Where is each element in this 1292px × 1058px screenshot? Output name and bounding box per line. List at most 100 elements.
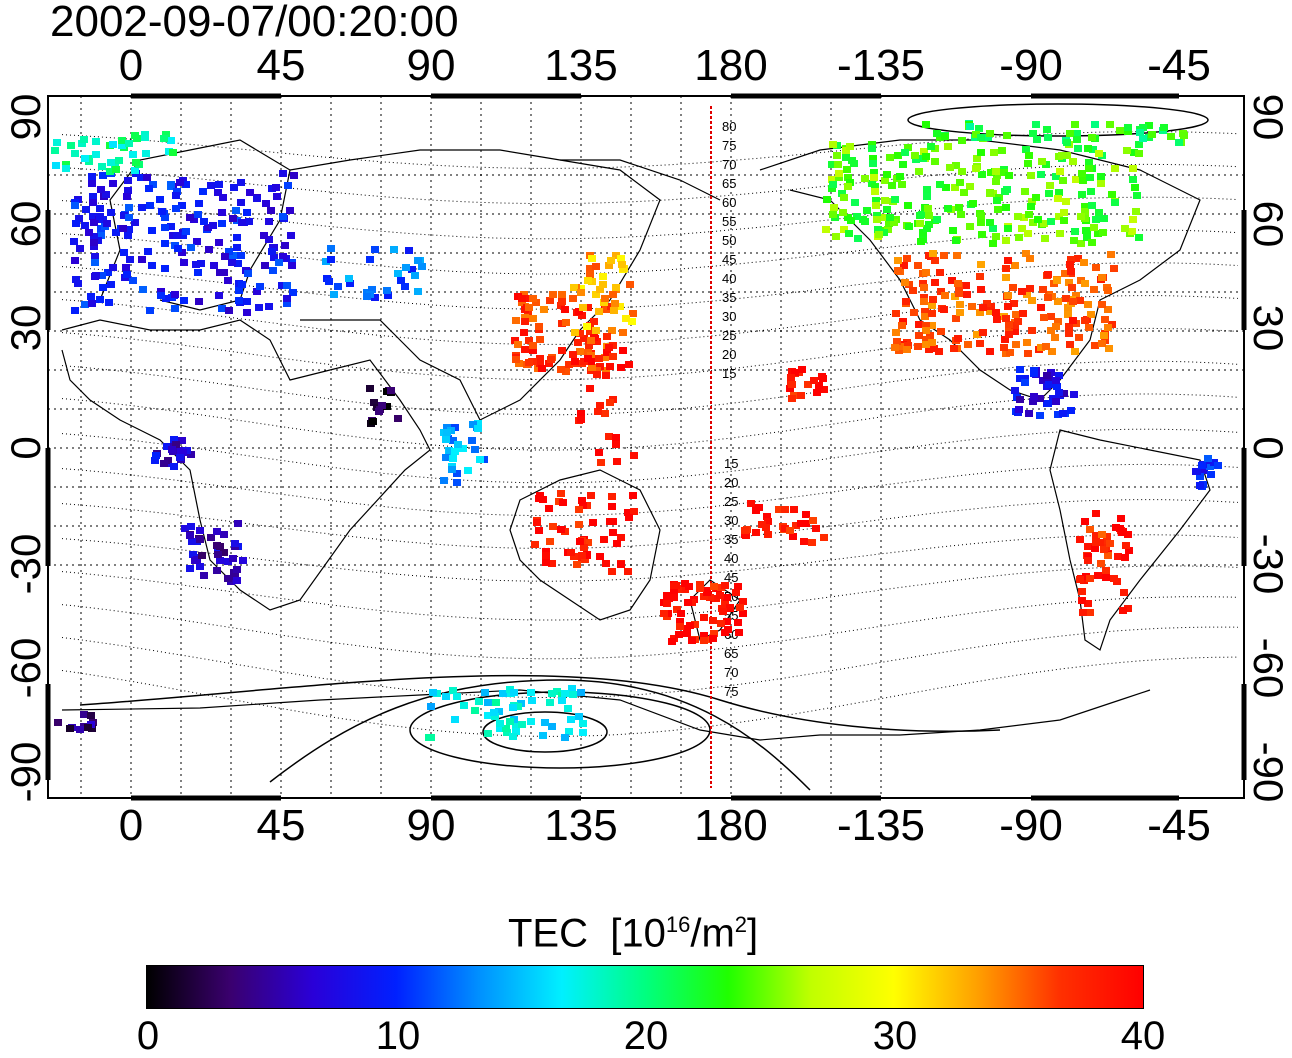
- tec-cell: [1037, 171, 1045, 178]
- tec-cell: [813, 389, 821, 396]
- tec-cell: [567, 549, 575, 556]
- tec-cell: [215, 181, 223, 188]
- tec-cell: [946, 164, 954, 171]
- tec-cell: [448, 466, 456, 473]
- tec-cell: [265, 218, 273, 225]
- colorbar-unit-end: ]: [747, 911, 759, 956]
- tec-cell: [186, 214, 194, 221]
- tec-cell: [1043, 126, 1051, 133]
- tec-cell: [1098, 340, 1106, 347]
- tec-cell: [820, 534, 828, 541]
- tec-cell: [561, 306, 569, 313]
- tec-cell: [1079, 609, 1087, 616]
- tec-cell: [594, 408, 602, 415]
- tec-cell: [606, 363, 614, 370]
- tec-cell: [1030, 393, 1038, 400]
- tec-cell: [270, 254, 278, 261]
- tec-cell: [922, 341, 930, 348]
- tec-cell: [168, 446, 176, 453]
- tec-cell: [559, 499, 567, 506]
- tec-cell: [540, 306, 548, 313]
- tec-cell: [734, 583, 742, 590]
- tec-cell: [1081, 208, 1089, 215]
- tec-cell: [414, 288, 422, 295]
- map-timestamp-title: 2002-09-07/00:20:00: [50, 0, 459, 46]
- tec-data-cells: [51, 120, 1222, 741]
- tec-cell: [1005, 172, 1013, 179]
- tec-cell: [325, 278, 333, 285]
- tec-cell: [1038, 158, 1046, 165]
- tec-cell: [98, 272, 106, 279]
- tec-cell: [218, 220, 226, 227]
- contour-label-south: 75: [724, 684, 738, 699]
- tec-cell: [233, 234, 241, 241]
- tec-cell: [721, 582, 729, 589]
- tec-cell: [1081, 203, 1089, 210]
- tec-cell: [595, 355, 603, 362]
- tec-cell: [1088, 202, 1096, 209]
- tec-cell: [919, 229, 927, 236]
- tec-cell: [868, 141, 876, 148]
- tec-cell: [1097, 173, 1105, 180]
- tec-cell: [468, 437, 476, 444]
- lon-label-bottom: -135: [836, 801, 926, 850]
- tec-cell: [596, 553, 604, 560]
- tec-cell: [972, 165, 980, 172]
- lon-label-top: 90: [406, 41, 456, 90]
- tec-cell: [370, 399, 378, 406]
- tec-cell: [593, 371, 601, 378]
- tec-cell: [209, 222, 217, 229]
- contour-label-north: 65: [722, 176, 736, 191]
- tec-cell: [966, 123, 974, 130]
- tec-cell: [187, 523, 195, 530]
- tec-cell: [90, 243, 98, 250]
- tec-cell: [930, 345, 938, 352]
- tec-cell: [179, 232, 187, 239]
- tec-cell: [1053, 277, 1061, 284]
- tec-cell: [484, 712, 492, 719]
- tec-cell: [1180, 132, 1188, 139]
- contour-label-south: 45: [724, 570, 738, 585]
- tec-cell: [1047, 327, 1055, 334]
- tec-cell: [951, 184, 959, 191]
- tec-cell: [411, 272, 419, 279]
- tec-cell: [1061, 270, 1069, 277]
- tec-cell: [569, 295, 577, 302]
- tec-cell: [545, 360, 553, 367]
- tec-cell: [1098, 301, 1106, 308]
- tec-cell: [548, 723, 556, 730]
- tec-cell: [1100, 546, 1108, 553]
- tec-cell: [1041, 235, 1049, 242]
- tec-cell: [828, 176, 836, 183]
- tec-cell: [397, 277, 405, 284]
- tec-cell: [92, 272, 100, 279]
- tec-cell: [1071, 348, 1079, 355]
- tec-cell: [512, 356, 520, 363]
- tec-cell: [568, 685, 576, 692]
- tec-cell: [977, 219, 985, 226]
- tec-cell: [958, 137, 966, 144]
- tec-cell: [1056, 168, 1064, 175]
- tec-cell: [178, 202, 186, 209]
- tec-cell: [1103, 533, 1111, 540]
- tec-cell: [608, 493, 616, 500]
- magnetic-contour: [61, 626, 1239, 699]
- tec-cell: [724, 626, 732, 633]
- tec-cell: [791, 369, 799, 376]
- tec-cell: [993, 316, 1001, 323]
- contour-label-north: 80: [722, 119, 736, 134]
- tec-cell: [616, 303, 624, 310]
- tec-cell: [902, 298, 910, 305]
- tec-cell: [1196, 473, 1204, 480]
- contour-label-north: 25: [722, 328, 736, 343]
- tec-cell: [547, 356, 555, 363]
- tec-cell: [928, 339, 936, 346]
- tec-cell: [986, 189, 994, 196]
- tec-cell: [893, 338, 901, 345]
- tec-cell: [511, 337, 519, 344]
- tec-cell: [1018, 288, 1026, 295]
- tec-cell: [613, 540, 621, 547]
- tec-cell: [584, 277, 592, 284]
- tec-cell: [1091, 121, 1099, 128]
- tec-cell: [442, 693, 450, 700]
